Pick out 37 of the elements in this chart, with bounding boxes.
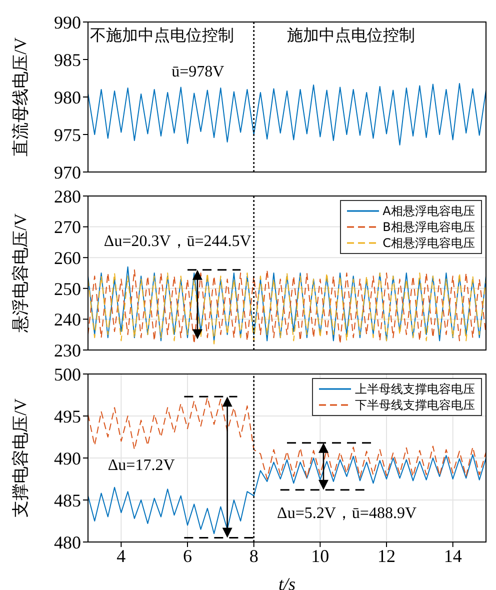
y-tick-label: 500 — [54, 364, 81, 384]
annotation: ū=978V — [172, 64, 225, 81]
x-tick-label: 6 — [183, 546, 192, 566]
y-tick-label: 490 — [54, 448, 81, 468]
legend-label: 下半母线支撑电容电压 — [355, 397, 475, 413]
y-axis-title: 直流母线电压/V — [11, 36, 30, 156]
annotation: 不施加中点电位控制 — [90, 26, 234, 45]
y-tick-label: 970 — [54, 162, 81, 182]
y-tick-label: 985 — [54, 50, 81, 70]
annotation: Δu=17.2V — [108, 457, 176, 474]
x-tick-label: 8 — [249, 546, 258, 566]
x-tick-label: 10 — [311, 546, 330, 566]
y-tick-label: 980 — [54, 87, 81, 108]
x-tick-label: 4 — [116, 546, 126, 566]
y-tick-label: 260 — [54, 248, 81, 268]
legend-label: A相悬浮电容电压 — [382, 203, 475, 219]
x-tick-label: 12 — [378, 546, 396, 566]
x-tick-label: 14 — [444, 546, 462, 566]
annotation: Δu=20.3V，ū=244.5V — [104, 232, 252, 250]
y-tick-label: 975 — [54, 124, 81, 145]
y-tick-label: 990 — [54, 12, 81, 32]
y-axis-title: 支撑电容电压/V — [11, 398, 30, 518]
y-tick-label: 240 — [54, 310, 81, 330]
y-axis-title: 悬浮电容电压/V — [11, 212, 30, 334]
y-tick-label: 495 — [54, 406, 81, 426]
y-tick-label: 480 — [54, 532, 81, 552]
legend-label: C相悬浮电容电压 — [382, 235, 475, 251]
y-tick-label: 280 — [54, 186, 81, 206]
y-tick-label: 250 — [54, 278, 81, 299]
y-tick-label: 230 — [54, 340, 81, 360]
legend-label: B相悬浮电容电压 — [382, 219, 475, 235]
y-tick-label: 485 — [54, 490, 81, 510]
annotation: Δu=5.2V，ū=488.9V — [277, 504, 417, 522]
annotation: 施加中点电位控制 — [287, 26, 415, 45]
legend-label: 上半母线支撑电容电压 — [355, 381, 475, 397]
y-tick-label: 270 — [54, 217, 81, 238]
x-axis-title: t/s — [278, 574, 296, 590]
